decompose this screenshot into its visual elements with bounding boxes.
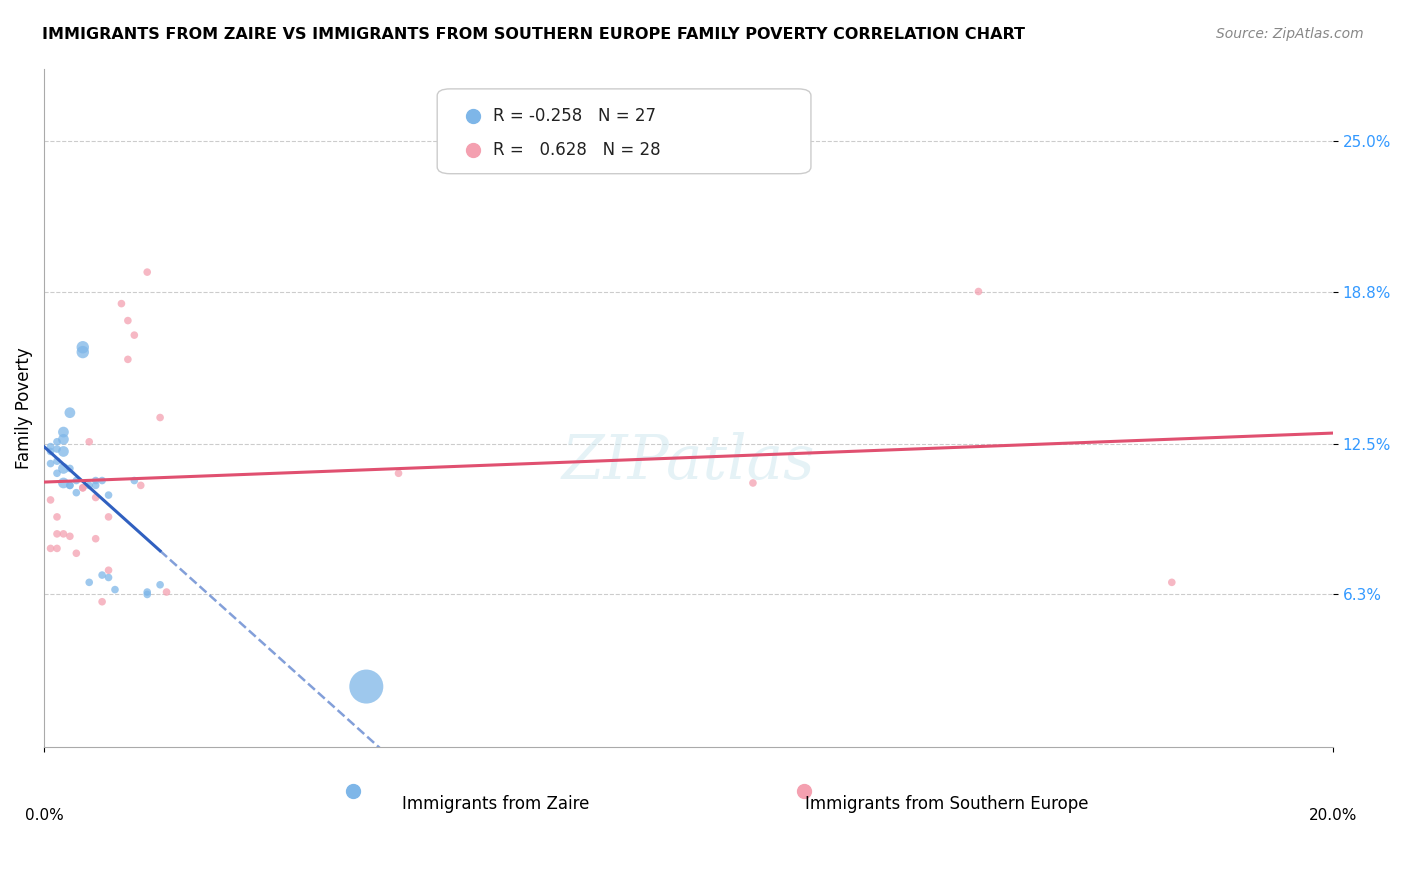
Point [77, 575, 100, 590]
Point [77, 434, 100, 449]
Point [84, 532, 107, 546]
Point [65, 485, 87, 500]
Point [84, 474, 107, 488]
Text: Immigrants from Southern Europe: Immigrants from Southern Europe [804, 795, 1088, 813]
Point [52, 444, 75, 458]
Text: 20.0%: 20.0% [1309, 808, 1357, 822]
Point [1160, 575, 1182, 590]
Point [136, 587, 159, 601]
Point [46, 442, 69, 456]
Point [46, 509, 69, 524]
Point [77, 478, 100, 492]
Point [52, 527, 75, 541]
Point [72, 340, 94, 354]
Point [97, 488, 120, 502]
Point [136, 585, 159, 599]
Point [149, 410, 172, 425]
Text: R =   0.628   N = 28: R = 0.628 N = 28 [492, 141, 661, 159]
Y-axis label: Family Poverty: Family Poverty [15, 347, 32, 468]
Point [97, 509, 120, 524]
Point [967, 285, 990, 299]
Text: 0.0%: 0.0% [25, 808, 63, 822]
Point [356, 680, 378, 694]
Point [91, 595, 114, 609]
Point [65, 546, 87, 560]
Text: Source: ZipAtlas.com: Source: ZipAtlas.com [1216, 27, 1364, 41]
Point [46, 527, 69, 541]
Point [155, 585, 177, 599]
Point [52, 461, 75, 475]
Point [124, 328, 146, 343]
Point [117, 313, 139, 327]
Point [46, 434, 69, 449]
Point [39, 444, 62, 458]
Point [84, 478, 107, 492]
Point [124, 474, 146, 488]
Point [59, 406, 82, 420]
Point [136, 265, 159, 279]
Point [72, 345, 94, 359]
Point [72, 481, 94, 495]
Point [59, 529, 82, 543]
Point [97, 563, 120, 577]
Point [59, 478, 82, 492]
Point [110, 296, 132, 310]
Point [39, 492, 62, 507]
Point [117, 352, 139, 367]
Point [52, 433, 75, 447]
Point [52, 425, 75, 439]
Point [742, 475, 765, 490]
Text: ZIPatlas: ZIPatlas [562, 432, 815, 492]
Point [59, 461, 82, 475]
Point [39, 541, 62, 556]
Text: R = -0.258   N = 27: R = -0.258 N = 27 [492, 107, 655, 125]
Point [52, 475, 75, 490]
Point [129, 478, 152, 492]
Text: Immigrants from Zaire: Immigrants from Zaire [402, 795, 589, 813]
Point [65, 474, 87, 488]
Point [39, 440, 62, 454]
Point [91, 568, 114, 582]
Point [39, 457, 62, 471]
Point [104, 582, 127, 597]
Point [46, 454, 69, 468]
Point [59, 478, 82, 492]
Point [84, 491, 107, 505]
Point [46, 541, 69, 556]
Point [91, 474, 114, 488]
Point [387, 467, 409, 481]
Text: IMMIGRANTS FROM ZAIRE VS IMMIGRANTS FROM SOUTHERN EUROPE FAMILY POVERTY CORRELAT: IMMIGRANTS FROM ZAIRE VS IMMIGRANTS FROM… [42, 27, 1025, 42]
Point [97, 570, 120, 584]
Point [149, 578, 172, 592]
FancyBboxPatch shape [437, 89, 811, 174]
Point [72, 481, 94, 495]
Point [46, 467, 69, 481]
